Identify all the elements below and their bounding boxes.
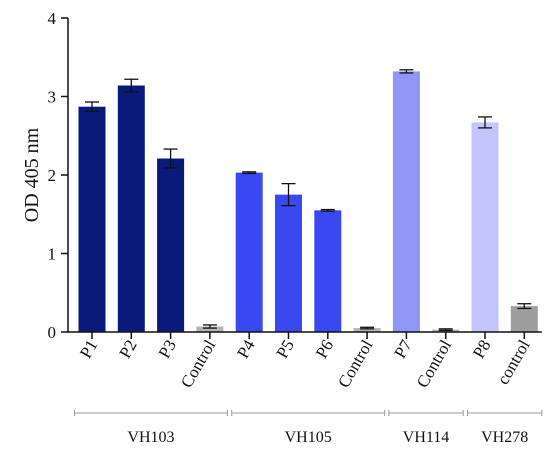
bar — [353, 328, 381, 332]
x-tick-label: P6 — [312, 337, 337, 362]
group-label: VH103 — [127, 429, 174, 446]
y-tick-label: 4 — [48, 9, 57, 28]
x-tick-label: control — [493, 336, 534, 387]
y-tick-label: 3 — [48, 88, 57, 107]
bar — [157, 158, 185, 332]
group-label: VH105 — [285, 429, 332, 446]
bars — [78, 71, 538, 332]
x-tick-label: P1 — [76, 337, 101, 362]
y-tick-label: 2 — [48, 166, 57, 185]
y-axis: 0 1 2 3 4 — [48, 9, 69, 342]
bar — [78, 106, 106, 332]
x-tick-label: P2 — [115, 337, 140, 362]
x-tick-label: Control — [413, 336, 456, 391]
bar — [117, 85, 145, 332]
bar — [235, 172, 263, 332]
x-tick-label: P7 — [390, 336, 416, 361]
bar — [314, 210, 342, 332]
x-tick-label: P5 — [273, 337, 298, 362]
x-tick-label: P4 — [233, 336, 259, 361]
group-brackets: VH103 VH105 VH114 VH278 — [74, 410, 543, 446]
group-label: VH114 — [403, 429, 450, 446]
group-label: VH278 — [481, 429, 528, 446]
x-tick-label: Control — [334, 336, 377, 391]
y-tick-label: 0 — [48, 323, 57, 342]
bar — [471, 122, 499, 332]
bar — [275, 194, 302, 332]
y-axis-title: OD 405 nm — [21, 127, 43, 222]
y-tick-label: 1 — [48, 245, 57, 264]
bar — [510, 306, 538, 332]
bar — [196, 326, 224, 332]
x-tick-label: Control — [177, 336, 220, 391]
x-tick-label: P8 — [469, 337, 494, 362]
bar — [392, 71, 420, 332]
x-tick-label: P3 — [155, 337, 180, 362]
error-bars — [85, 69, 532, 332]
